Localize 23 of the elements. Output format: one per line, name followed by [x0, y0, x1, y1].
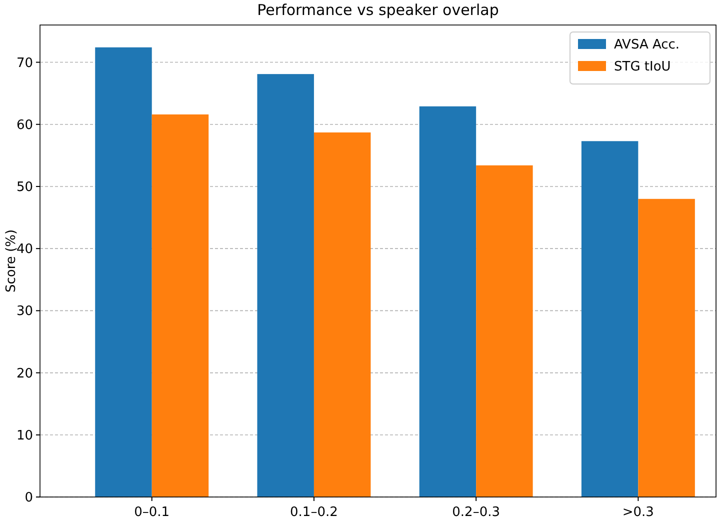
y-tick-label: 10: [16, 428, 33, 444]
bar: [314, 132, 371, 497]
x-tick-label: >0.3: [622, 505, 654, 520]
bar: [476, 165, 533, 497]
bar: [581, 141, 638, 497]
bar: [419, 106, 476, 497]
y-tick-label: 30: [16, 304, 33, 320]
y-tick-label: 40: [16, 242, 33, 258]
y-tick-label: 50: [16, 180, 33, 196]
x-tick-label: 0–0.1: [134, 505, 170, 520]
bar: [638, 198, 695, 497]
chart-title: Performance vs speaker overlap: [257, 1, 499, 19]
y-tick-label: 70: [16, 56, 33, 71]
y-tick-label: 60: [16, 118, 33, 133]
bar: [95, 47, 152, 497]
x-tick-label: 0.1–0.2: [290, 505, 338, 520]
x-tick-label: 0.2–0.3: [452, 505, 500, 520]
bar: [257, 74, 314, 497]
legend-label: STG tIoU: [614, 60, 671, 75]
y-tick-label: 0: [24, 490, 33, 506]
bar: [152, 114, 209, 497]
y-tick-label: 20: [16, 366, 33, 382]
legend-label: AVSA Acc.: [614, 38, 680, 53]
